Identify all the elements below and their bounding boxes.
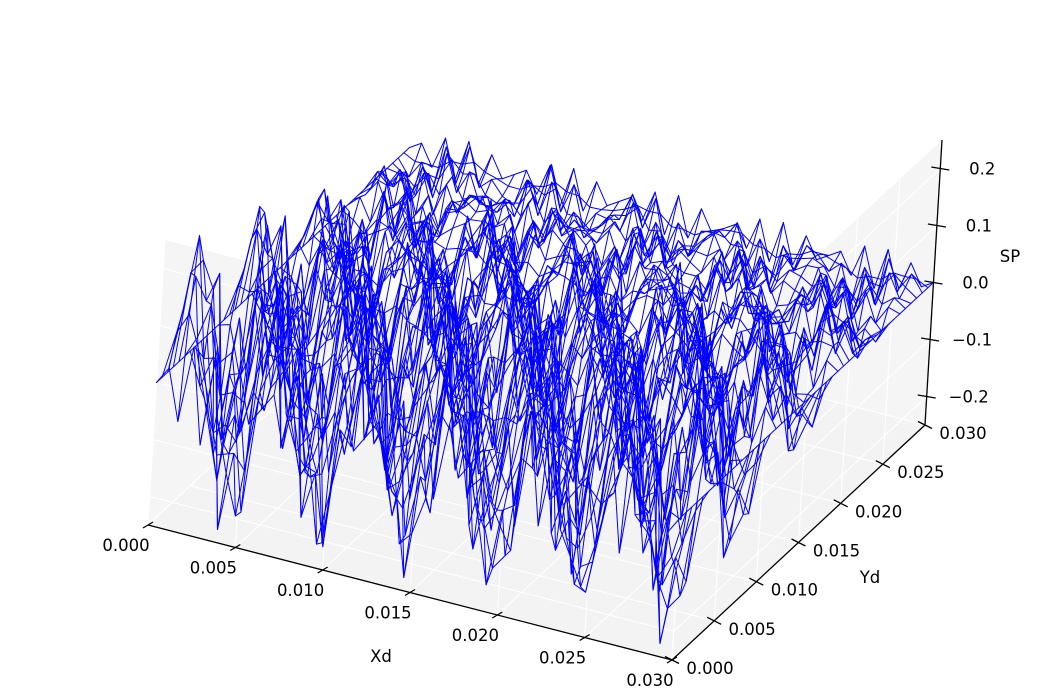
y-tick-label: 0.005 [729, 620, 776, 639]
x-tick-label: 0.005 [190, 559, 237, 578]
wireframe-row [449, 208, 702, 531]
wireframe-col [307, 218, 833, 400]
y-tick-mark [664, 655, 680, 665]
x-tick-label: 0.030 [626, 671, 673, 690]
y-axis-label: Yd [859, 568, 881, 587]
y-tick-label: 0.000 [686, 659, 733, 678]
wireframe-col [223, 285, 749, 490]
wireframe-col [403, 152, 929, 289]
wireframe-col [335, 182, 861, 383]
wireframe-col [302, 199, 828, 430]
wireframe-col [313, 218, 839, 389]
x-tick-label: 0.015 [364, 604, 411, 623]
z-tick-mark [917, 394, 936, 399]
x-tick-mark [579, 633, 591, 642]
axes-spines: 0.000 0.005 0.010 0.015 0.020 0.025 0.030 Xd 0.0… [102, 139, 1020, 690]
x-tick-mark [491, 611, 503, 619]
x-tick-mark [229, 543, 241, 552]
wireframe-col [369, 171, 895, 332]
z-tick-label: 0.2 [969, 160, 995, 179]
y-tick-mark [749, 577, 764, 586]
wireframe-col [380, 173, 906, 310]
wireframe-row [239, 154, 493, 472]
x-axis-label: Xd [370, 647, 392, 666]
wireframe-col [330, 200, 856, 377]
y-tick-mark [791, 538, 806, 547]
z-tick-mark [920, 337, 940, 342]
y-tick-label: 0.010 [771, 581, 818, 600]
y-tick-label: 0.020 [855, 502, 902, 521]
wireframe-col [229, 205, 755, 559]
wireframe-col [375, 168, 901, 324]
y-tick-mark [875, 460, 891, 469]
y-tick-mark [706, 616, 722, 625]
wireframe-col [206, 215, 732, 591]
wireframe-row [378, 196, 632, 470]
gridline-rightwall-z [673, 396, 928, 632]
wireframe-col [324, 181, 850, 406]
wireframe-col [251, 263, 777, 459]
wireframe-col [274, 210, 800, 470]
wireframe-col [178, 272, 704, 586]
z-tick-label: −0.1 [952, 331, 992, 350]
z-tick-label: 0.0 [962, 274, 988, 293]
y-tick-mark [833, 499, 848, 508]
wireframe-col [392, 159, 918, 303]
x-tick-mark [142, 521, 154, 529]
wireframe-col [245, 257, 771, 476]
gridline-rightwall-z [676, 339, 931, 575]
wireframe-col [161, 313, 687, 577]
y-tick-label: 0.015 [813, 542, 860, 561]
gridline-floor-y [190, 485, 715, 622]
wireframe-row [553, 235, 807, 531]
wireframe-col [172, 259, 698, 610]
z-tick-mark [927, 223, 947, 228]
wireframe-row [156, 147, 410, 383]
wireframe-col [386, 153, 912, 319]
wireframe-col [397, 146, 923, 305]
x-tick-label: 0.000 [102, 536, 149, 555]
x-tick-mark [404, 588, 416, 597]
wireframe-col [279, 240, 805, 430]
wireframe-col [212, 258, 738, 538]
x-tick-label: 0.010 [277, 581, 324, 600]
x-tick-label: 0.020 [452, 626, 499, 645]
x-tick-mark [317, 566, 329, 574]
z-tick-label: −0.2 [949, 388, 989, 407]
y-tick-label: 0.030 [939, 424, 986, 443]
wireframe-col [240, 225, 766, 519]
wireframe-col [257, 246, 783, 466]
x-tick-label: 0.025 [539, 649, 586, 668]
wireframe-row [667, 273, 922, 597]
wireframe-col [319, 226, 845, 371]
wireframe-surface [156, 137, 934, 645]
z-tick-mark [931, 166, 950, 171]
z-tick-label: 0.1 [966, 217, 992, 236]
y-tick-label: 0.025 [897, 463, 944, 482]
z-axis-label: SP [1000, 247, 1020, 266]
wireframe-col [268, 204, 794, 487]
wireframe-col [364, 171, 890, 343]
z-tick-mark [924, 280, 943, 285]
wireframe-row [282, 179, 538, 449]
wireframe-row [426, 195, 680, 488]
gridline-leftwall-z [149, 495, 674, 633]
gridline-leftwall-z [152, 438, 678, 576]
wireframe-col [285, 239, 811, 421]
wireframe-col [409, 137, 934, 293]
gridline-floor-y [316, 367, 841, 504]
wireframe-col [167, 235, 693, 645]
